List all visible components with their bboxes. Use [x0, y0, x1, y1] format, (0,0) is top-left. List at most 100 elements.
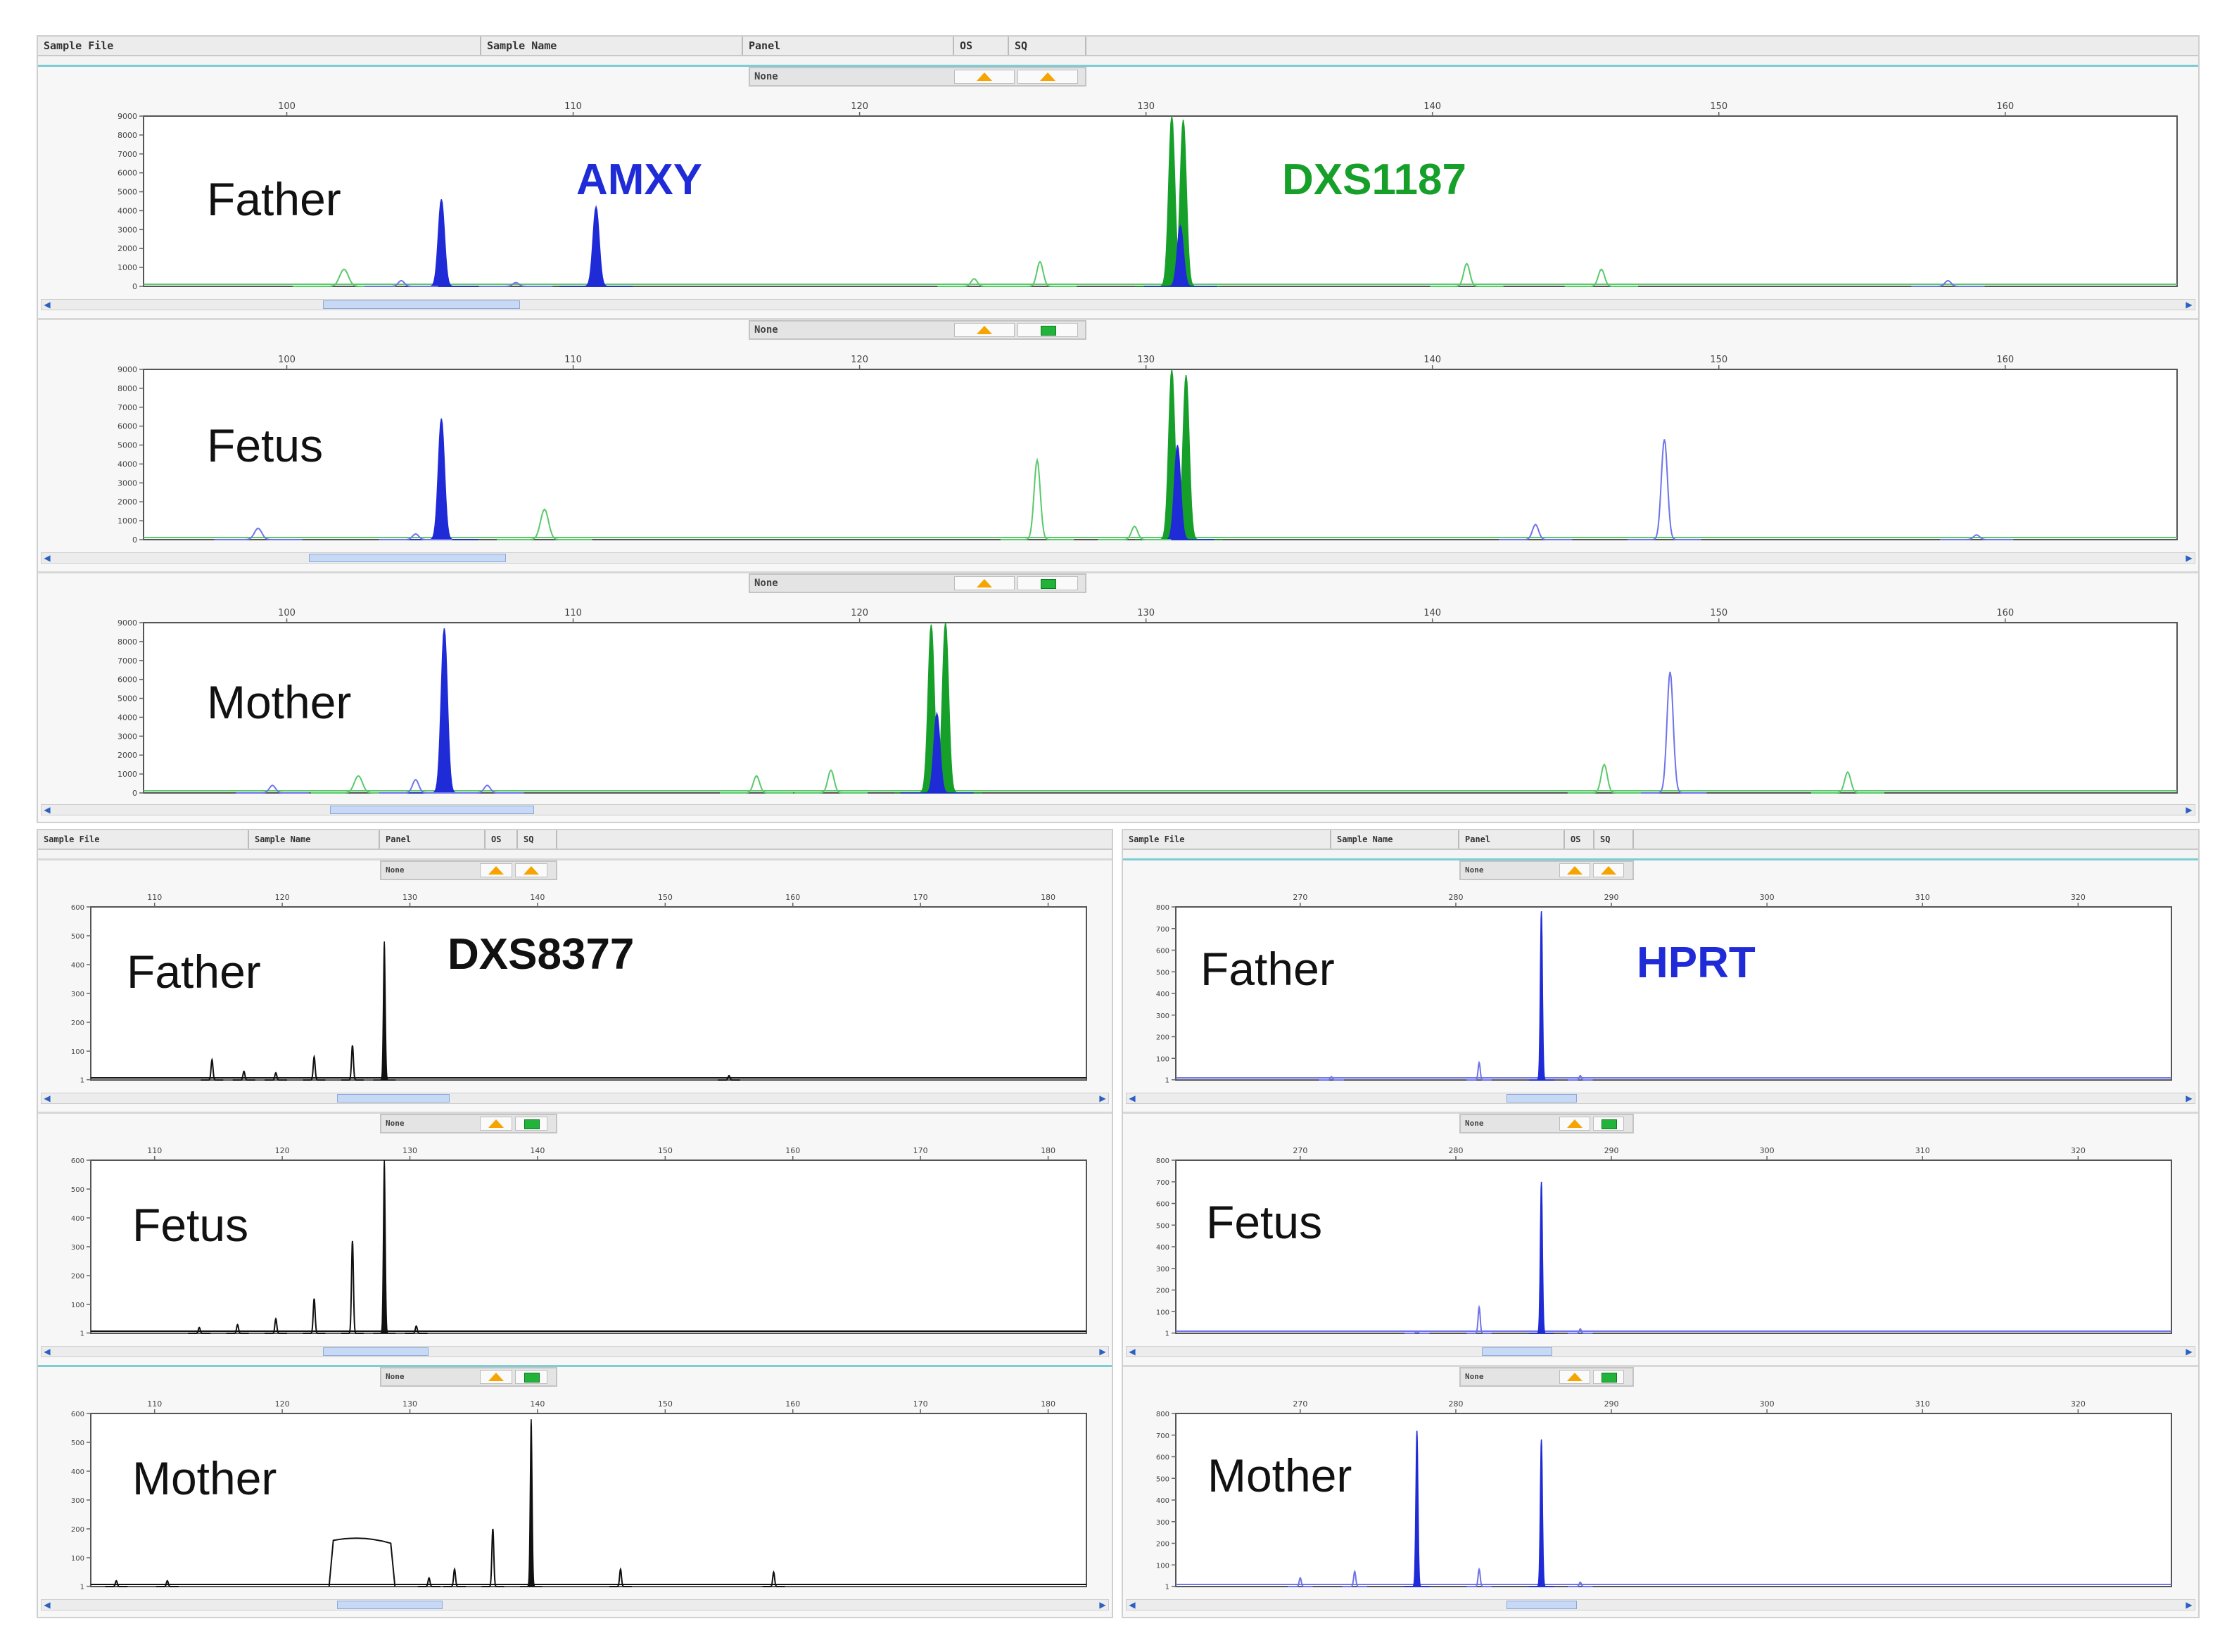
- sample-file-column-header[interactable]: Sample File: [1123, 830, 1331, 849]
- horizontal-scrollbar[interactable]: ◀ ▶: [1126, 1346, 2195, 1357]
- scroll-left-icon[interactable]: ◀: [44, 553, 51, 563]
- x-tick-label: 300: [1760, 1399, 1775, 1409]
- horizontal-scrollbar[interactable]: ◀ ▶: [1126, 1093, 2195, 1104]
- mother-electropherogram[interactable]: 270 280 290 300 310 320 1 100 200 300 400 500 600 700…: [1123, 1367, 2198, 1619]
- os-column-header[interactable]: OS: [954, 37, 1009, 55]
- father-electropherogram[interactable]: 110 120 130 140 150 160 170 180 1 100 200 300 400 500…: [38, 860, 1112, 1114]
- scroll-right-icon[interactable]: ▶: [2186, 805, 2193, 815]
- x-tick-label: 140: [1423, 101, 1441, 112]
- dye-name-label: None: [386, 1119, 405, 1128]
- orange-triangle-button[interactable]: [1559, 1117, 1590, 1131]
- orange-triangle-button[interactable]: [1559, 863, 1590, 877]
- y-tick-label: 7000: [118, 150, 137, 159]
- peak-blue-filled: [1143, 224, 1217, 287]
- scroll-thumb[interactable]: [330, 806, 534, 814]
- orange-triangle-button[interactable]: [480, 1117, 512, 1131]
- mother-electropherogram[interactable]: 100 110 120 130 140 150 160 0 1000 2000 3000 4000 50…: [38, 573, 2198, 824]
- scroll-right-icon[interactable]: ▶: [2186, 553, 2193, 563]
- x-tick-label: 150: [1710, 355, 1727, 365]
- sample-file-column-header[interactable]: Sample File: [38, 37, 481, 55]
- horizontal-scrollbar[interactable]: ◀ ▶: [41, 552, 2195, 564]
- peak-black-outline: [405, 1325, 428, 1334]
- mother-electropherogram[interactable]: 110 120 130 140 150 160 170 180 1 100 200 300 400 500…: [38, 1367, 1112, 1619]
- y-tick-label: 300: [71, 1497, 84, 1505]
- scroll-thumb[interactable]: [323, 1347, 429, 1356]
- orange-triangle-button[interactable]: [515, 863, 547, 877]
- sample-name-column-header[interactable]: Sample Name: [249, 830, 380, 849]
- scroll-thumb[interactable]: [337, 1601, 443, 1609]
- orange-triangle-button[interactable]: [1559, 1370, 1590, 1384]
- scroll-thumb[interactable]: [1482, 1347, 1552, 1356]
- green-square-button[interactable]: [1017, 576, 1078, 590]
- peak-green-outline: [1430, 262, 1504, 287]
- scroll-left-icon[interactable]: ◀: [44, 1600, 51, 1610]
- x-tick-label: 180: [1041, 1146, 1055, 1155]
- sq-column-header[interactable]: SQ: [518, 830, 557, 849]
- os-column-header[interactable]: OS: [1565, 830, 1594, 849]
- sample-file-column-header[interactable]: Sample File: [38, 830, 249, 849]
- horizontal-scrollbar[interactable]: ◀ ▶: [41, 1093, 1109, 1104]
- scroll-left-icon[interactable]: ◀: [44, 805, 51, 815]
- os-column-header[interactable]: OS: [486, 830, 518, 849]
- sq-column-header[interactable]: SQ: [1009, 37, 1086, 55]
- scroll-left-icon[interactable]: ◀: [1129, 1347, 1136, 1356]
- horizontal-scrollbar[interactable]: ◀ ▶: [41, 1346, 1109, 1357]
- fetus-electropherogram[interactable]: 270 280 290 300 310 320 1 100 200 300 400 500 600 700…: [1123, 1114, 2198, 1367]
- father-electropherogram[interactable]: 100 110 120 130 140 150 160 0 1000 2000 3000 4000 50…: [38, 67, 2198, 320]
- y-tick-label: 9000: [118, 618, 137, 628]
- scroll-right-icon[interactable]: ▶: [2186, 1093, 2193, 1103]
- scroll-right-icon[interactable]: ▶: [2186, 1347, 2193, 1356]
- scroll-thumb[interactable]: [309, 554, 506, 562]
- scroll-right-icon[interactable]: ▶: [2186, 1600, 2193, 1610]
- panel-column-header[interactable]: Panel: [743, 37, 954, 55]
- y-tick-label: 600: [1156, 1201, 1169, 1209]
- panel-column-header[interactable]: Panel: [380, 830, 486, 849]
- horizontal-scrollbar[interactable]: ◀ ▶: [41, 299, 2195, 310]
- green-square-button[interactable]: [1593, 1370, 1624, 1384]
- orange-triangle-button[interactable]: [480, 1370, 512, 1384]
- horizontal-scrollbar[interactable]: ◀ ▶: [41, 804, 2195, 815]
- green-square-button[interactable]: [515, 1370, 547, 1384]
- scroll-thumb[interactable]: [323, 300, 520, 309]
- orange-triangle-button[interactable]: [954, 70, 1015, 84]
- orange-triangle-button[interactable]: [1017, 70, 1078, 84]
- scroll-thumb[interactable]: [1507, 1601, 1577, 1609]
- dye-name-label: None: [754, 324, 778, 336]
- horizontal-scrollbar[interactable]: ◀ ▶: [41, 1599, 1109, 1610]
- green-square-button[interactable]: [515, 1117, 547, 1131]
- orange-triangle-button[interactable]: [1593, 863, 1624, 877]
- orange-triangle-button[interactable]: [480, 863, 512, 877]
- green-square-button[interactable]: [1017, 323, 1078, 337]
- orange-triangle-button[interactable]: [954, 323, 1015, 337]
- father-trace-panel: None 110 120 130 140 150 160 170 180 1 100 200 300 4…: [38, 858, 1112, 1112]
- horizontal-scrollbar[interactable]: ◀ ▶: [1126, 1599, 2195, 1610]
- sq-column-header[interactable]: SQ: [1594, 830, 1634, 849]
- fetus-electropherogram[interactable]: 110 120 130 140 150 160 170 180 1 100 200 300 400 500…: [38, 1114, 1112, 1367]
- scroll-thumb[interactable]: [1507, 1094, 1577, 1103]
- scroll-left-icon[interactable]: ◀: [44, 300, 51, 310]
- scroll-right-icon[interactable]: ▶: [1099, 1093, 1106, 1103]
- y-tick-label: 6000: [118, 422, 137, 431]
- orange-triangle-button[interactable]: [954, 576, 1015, 590]
- fetus-electropherogram[interactable]: 100 110 120 130 140 150 160 0 1000 2000 3000 4000 50…: [38, 320, 2198, 573]
- scroll-left-icon[interactable]: ◀: [44, 1093, 51, 1103]
- dye-name-label: None: [754, 578, 778, 589]
- peak-blue-outline: [1628, 439, 1701, 540]
- scroll-thumb[interactable]: [337, 1094, 450, 1103]
- sample-name-column-header[interactable]: Sample Name: [481, 37, 743, 55]
- peak-blue-outline: [379, 533, 452, 540]
- panel-column-header[interactable]: Panel: [1459, 830, 1565, 849]
- scroll-right-icon[interactable]: ▶: [1099, 1347, 1106, 1356]
- scroll-left-icon[interactable]: ◀: [1129, 1093, 1136, 1103]
- peak-black-outline: [341, 1045, 364, 1081]
- scroll-left-icon[interactable]: ◀: [1129, 1600, 1136, 1610]
- scroll-right-icon[interactable]: ▶: [2186, 300, 2193, 310]
- sample-name-column-header[interactable]: Sample Name: [1331, 830, 1459, 849]
- scroll-left-icon[interactable]: ◀: [44, 1347, 51, 1356]
- green-square-button[interactable]: [1593, 1117, 1624, 1131]
- green-square-icon: [1601, 1373, 1617, 1383]
- x-tick-label: 120: [851, 608, 868, 618]
- marker-label-amxy: AMXY: [576, 155, 703, 204]
- father-electropherogram[interactable]: 270 280 290 300 310 320 1 100 200 300 400 500 600 700…: [1123, 860, 2198, 1114]
- scroll-right-icon[interactable]: ▶: [1099, 1600, 1106, 1610]
